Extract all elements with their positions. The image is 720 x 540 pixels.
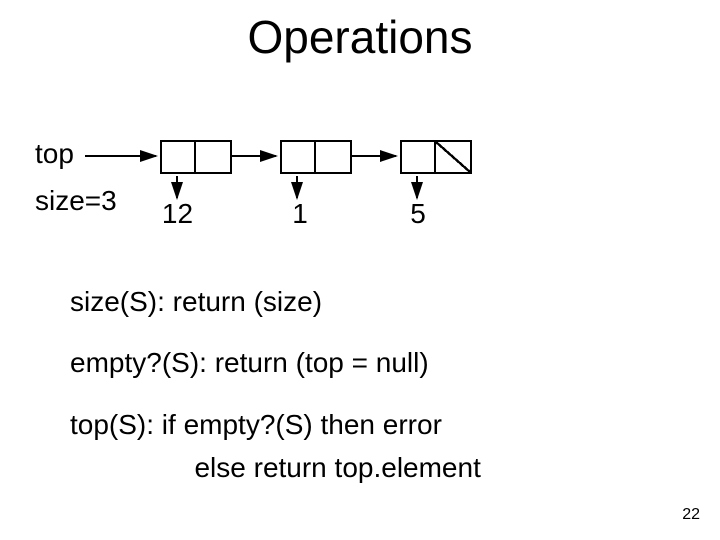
operations-block: size(S): return (size) empty?(S): return… [70, 280, 680, 508]
label-top: top [35, 138, 74, 170]
node-null-cell [436, 142, 470, 172]
op-empty: empty?(S): return (top = null) [70, 341, 680, 384]
linked-node [160, 140, 232, 174]
label-size: size=3 [35, 185, 117, 217]
node-value: 5 [403, 198, 433, 230]
node-data-cell [162, 142, 196, 172]
page-title: Operations [0, 10, 720, 64]
op-top-line2: else return top.element [70, 446, 680, 489]
linked-node [280, 140, 352, 174]
node-value: 12 [155, 198, 200, 230]
node-data-cell [282, 142, 316, 172]
op-size: size(S): return (size) [70, 280, 680, 323]
node-value: 1 [285, 198, 315, 230]
node-next-cell [316, 142, 350, 172]
node-data-cell [402, 142, 436, 172]
op-top-line1: top(S): if empty?(S) then error [70, 403, 680, 446]
linked-node [400, 140, 472, 174]
page-number: 22 [682, 506, 700, 524]
node-next-cell [196, 142, 230, 172]
